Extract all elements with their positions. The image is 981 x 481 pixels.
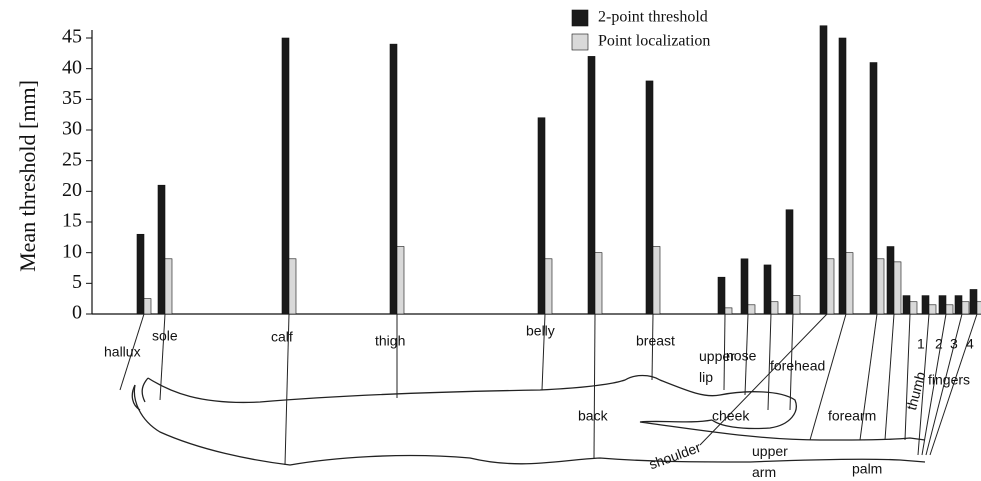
- bar: [748, 305, 755, 314]
- bar: [397, 247, 404, 314]
- bar: [718, 277, 725, 314]
- category-label: 3: [950, 336, 958, 352]
- chart: Mean threshold [mm] 0 5 10 15 20 25 30 35 40 45 ha…: [0, 0, 981, 481]
- legend-swatch: [572, 10, 588, 26]
- category-label: 4: [966, 336, 974, 352]
- category-label: calf: [271, 329, 293, 345]
- y-tick-label: 30: [62, 118, 82, 140]
- bar: [545, 259, 552, 314]
- bar: [764, 265, 771, 314]
- category-label: shoulder: [647, 439, 703, 473]
- y-tick-label: 45: [62, 26, 82, 48]
- bar: [939, 296, 946, 314]
- y-tick-label: 35: [62, 87, 82, 109]
- leader-line: [594, 314, 595, 458]
- bar: [653, 247, 660, 314]
- bar: [877, 259, 884, 314]
- bar: [910, 302, 917, 314]
- category-label: sole: [152, 328, 178, 344]
- legend-swatch: [572, 34, 588, 50]
- y-tick-label: 40: [62, 56, 82, 78]
- bar: [846, 253, 853, 314]
- category-label: forehead: [770, 358, 825, 374]
- category-label: forearm: [828, 408, 876, 424]
- bar: [820, 26, 827, 314]
- bar: [946, 305, 953, 314]
- bar: [870, 63, 877, 314]
- bar: [786, 210, 793, 314]
- bar: [741, 259, 748, 314]
- y-tick-label: 20: [62, 179, 82, 201]
- bar: [977, 302, 981, 314]
- y-tick-label: 10: [62, 240, 82, 262]
- legend-label: Point localization: [598, 33, 710, 50]
- bar: [793, 296, 800, 314]
- bar: [158, 185, 165, 314]
- bar: [595, 253, 602, 314]
- category-label: cheek: [712, 408, 750, 424]
- leader-line: [905, 314, 910, 440]
- group-label: fingers: [928, 372, 970, 388]
- bar: [929, 305, 936, 314]
- bar: [165, 259, 172, 314]
- category-label: back: [578, 408, 609, 424]
- legend-label: 2-point threshold: [598, 9, 708, 26]
- bar: [538, 118, 545, 314]
- bar: [289, 259, 296, 314]
- bar: [903, 296, 910, 314]
- y-tick-label: 15: [62, 210, 82, 232]
- bar: [646, 81, 653, 314]
- bar: [887, 247, 894, 314]
- leader-line: [700, 314, 827, 445]
- bar: [894, 262, 901, 314]
- bar: [955, 296, 962, 314]
- category-label: breast: [636, 333, 675, 349]
- bar: [922, 296, 929, 314]
- bar: [137, 234, 144, 314]
- category-label: thigh: [375, 333, 405, 349]
- bar: [839, 38, 846, 314]
- category-label: 1: [917, 336, 925, 352]
- bar: [970, 289, 977, 314]
- leader-line: [885, 314, 894, 440]
- y-axis-label: Mean threshold [mm]: [15, 80, 40, 272]
- category-label: palm: [852, 461, 882, 477]
- bar: [827, 259, 834, 314]
- body-outline: [132, 376, 925, 466]
- bar: [282, 38, 289, 314]
- category-label: nose: [726, 348, 757, 364]
- bar: [771, 302, 778, 314]
- category-label: belly: [526, 323, 555, 339]
- bar: [962, 302, 969, 314]
- y-tick-label: 25: [62, 148, 82, 170]
- bar: [725, 308, 732, 314]
- y-tick-label: 5: [72, 271, 82, 293]
- bar: [390, 44, 397, 314]
- category-label: thumb: [903, 370, 929, 412]
- y-tick-label: 0: [72, 302, 82, 324]
- category-label: 2: [935, 336, 943, 352]
- bar: [588, 56, 595, 314]
- bar: [144, 299, 151, 314]
- category-label: hallux: [104, 344, 141, 360]
